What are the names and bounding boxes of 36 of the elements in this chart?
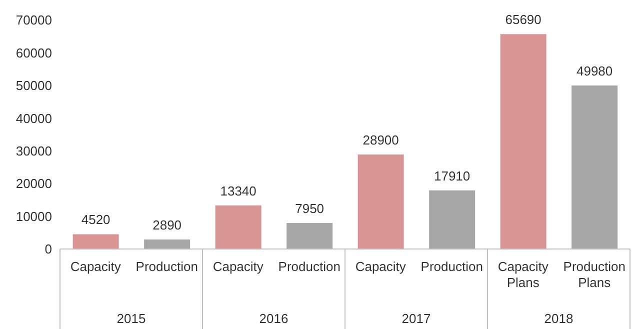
y-tick-label: 70000 [16, 12, 52, 28]
text: 2018 [544, 311, 574, 326]
y-tick-label: 40000 [16, 110, 52, 126]
y-tick-label: 60000 [16, 45, 52, 60]
bar [286, 222, 333, 249]
text: 2016 [259, 311, 288, 326]
text: 2015 [116, 311, 146, 326]
data-label: 7950 [295, 200, 324, 216]
bar [500, 34, 546, 249]
data-label: 17910 [434, 168, 470, 184]
text: 2017 [402, 311, 431, 326]
y-tick-label: 20000 [16, 176, 52, 192]
data-label: 28900 [362, 132, 399, 148]
x-tick-label: Production [420, 259, 483, 274]
bar [358, 154, 404, 249]
x-tick-label: Production [278, 259, 340, 274]
data-label: 2890 [152, 218, 182, 233]
bar [72, 234, 119, 249]
bar [429, 190, 476, 249]
data-label: 13340 [220, 183, 256, 198]
y-tick-label: 50000 [16, 78, 52, 94]
y-tick-label: 30000 [16, 143, 52, 158]
x-tick-label: Production Plans [563, 259, 626, 290]
data-label: 4520 [81, 212, 110, 228]
bar [572, 85, 618, 249]
y-tick-label: 0 [44, 242, 52, 257]
x-tick-label: Production [136, 259, 198, 274]
data-label: 49980 [576, 63, 613, 78]
x-tick-label: Capacity [355, 259, 406, 274]
x-tick-label: Capacity [70, 259, 122, 274]
bar [215, 205, 262, 249]
bar [144, 240, 190, 249]
data-label: 65690 [505, 12, 542, 28]
x-tick-label: Capacity Plans [498, 259, 549, 290]
x-tick-label: Capacity [212, 259, 264, 274]
y-tick-label: 10000 [16, 208, 52, 224]
